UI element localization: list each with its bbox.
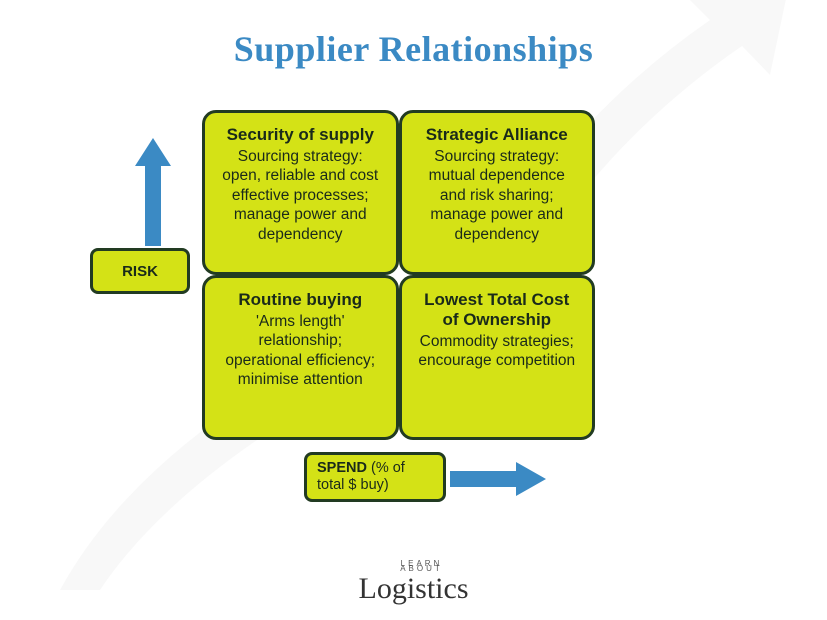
risk-label-text: RISK	[122, 263, 158, 280]
quad-tr-title: Strategic Alliance	[416, 125, 579, 145]
quadrant-bottom-left: Routine buying 'Arms length' relationshi…	[202, 275, 399, 440]
quadrant-top-left: Security of supply Sourcing strategy: op…	[202, 110, 399, 275]
page-title: Supplier Relationships	[0, 0, 827, 70]
risk-axis-label: RISK	[90, 248, 190, 294]
quadrant-bottom-right: Lowest Total Cost of Ownership Commodity…	[399, 275, 596, 440]
logo: LEARN ABOUT Logistics	[359, 562, 469, 606]
quadrant-top-right: Strategic Alliance Sourcing strategy: mu…	[399, 110, 596, 275]
supplier-matrix: Security of supply Sourcing strategy: op…	[202, 110, 595, 440]
spend-label-bold: SPEND	[317, 460, 367, 476]
quad-bl-title: Routine buying	[219, 290, 382, 310]
risk-arrow-up	[135, 138, 171, 246]
quad-br-title: Lowest Total Cost of Ownership	[416, 290, 579, 330]
quad-tl-body: Sourcing strategy: open, reliable and co…	[219, 147, 382, 244]
quad-tr-body: Sourcing strategy: mutual dependence and…	[416, 147, 579, 244]
quad-bl-body: 'Arms length' relationship; operational …	[219, 312, 382, 390]
quad-tl-title: Security of supply	[219, 125, 382, 145]
spend-arrow-right	[450, 462, 546, 496]
spend-axis-label: SPEND (% of total $ buy)	[304, 452, 446, 502]
quad-br-body: Commodity strategies; encourage competit…	[416, 332, 579, 371]
logo-main: Logistics	[359, 572, 469, 605]
